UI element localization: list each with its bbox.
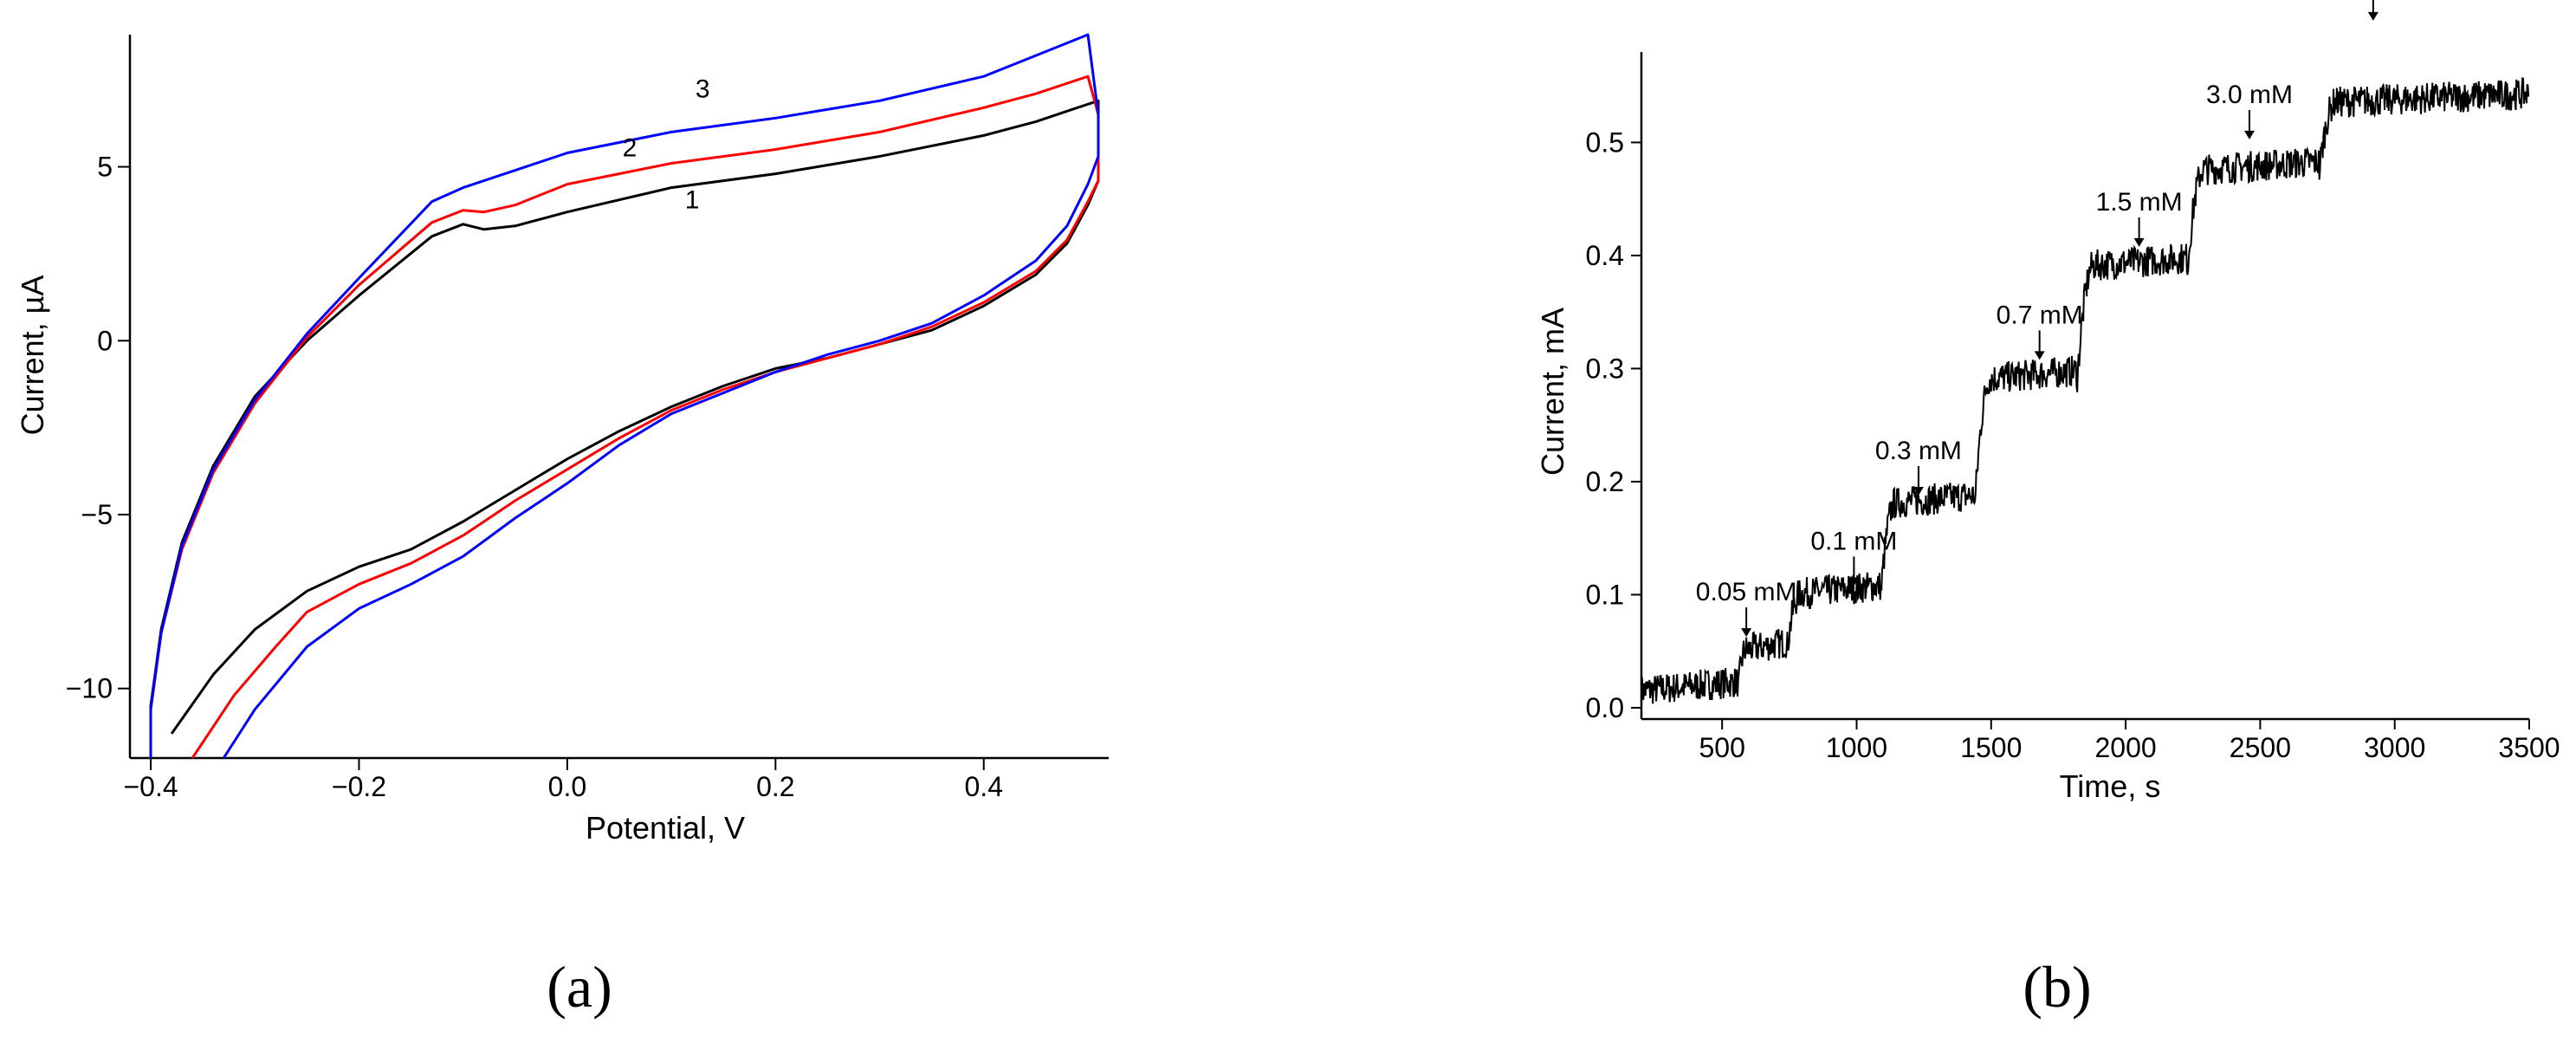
chart-a-x-tick-label: 0.4	[965, 771, 1003, 802]
chart-b-x-tick-label: 1000	[1826, 732, 1887, 763]
chart-b-annotation-arrowhead	[2034, 351, 2045, 360]
chart-b-x-tick-label: 2000	[2094, 732, 2156, 763]
chart-a-series-2-line	[149, 75, 1100, 759]
chart-b-annotation-label: 0.7 mM	[1997, 301, 2083, 329]
chart-b-x-tick-label: 2500	[2230, 732, 2291, 763]
chart-a-series-3-line	[149, 33, 1100, 759]
chart-a-series-2-label: 2	[623, 134, 638, 163]
chart-a-x-tick-label: −0.2	[332, 771, 386, 802]
chart-b-annotation-arrowhead	[1913, 487, 1924, 496]
chart-a-y-tick-label: −10	[66, 673, 113, 704]
chart-b-current-trace	[1641, 77, 2530, 707]
chart-b-x-tick-label: 3500	[2498, 732, 2560, 763]
chart-a-y-tick-label: −5	[81, 499, 113, 530]
chart-a-panel-label: (a)	[547, 954, 612, 1020]
chart-b-annotation-arrowhead	[1741, 628, 1752, 638]
chart-b-y-tick-label: 0.2	[1586, 466, 1624, 497]
chart-a-y-tick-label: 0	[97, 325, 113, 356]
chart-b-annotation-label: 0.3 mM	[1875, 437, 1962, 465]
chart-b-annotations: 0.05 mM0.1 mM0.3 mM0.7 mM1.5 mM3.0 mM6.0…	[1696, 0, 2379, 638]
chart-b-y-tick-label: 0.5	[1586, 126, 1624, 158]
chart-a-series-1-line	[149, 99, 1100, 758]
chart-a-x-tick-label: 0.2	[756, 771, 794, 802]
chart-a-y-tick-label: 5	[97, 152, 113, 183]
chart-a-series-3-label: 3	[696, 75, 710, 103]
chart-a: −0.4 −0.2 0.0 0.2 0.4 −10 −5 0 5 1 2 3 Potential, …	[15, 33, 1109, 1020]
chart-b-ylabel: Current, mA	[1535, 308, 1570, 476]
chart-b-xlabel: Time, s	[2060, 768, 2161, 804]
chart-b-y-tick-label: 0.1	[1586, 579, 1624, 610]
chart-b-y-tick-label: 0.4	[1586, 240, 1624, 271]
chart-b-x-tick-label: 500	[1699, 732, 1744, 763]
chart-b-annotation-arrowhead	[2133, 237, 2145, 247]
chart-b-series	[1641, 77, 2530, 707]
chart-b: 500 1000 1500 2000 2500 3000 3500 0.0 0.1 0.2 0.3 0…	[1535, 0, 2560, 1020]
chart-b-annotation-arrowhead	[2367, 11, 2379, 21]
chart-a-axes: −0.4 −0.2 0.0 0.2 0.4 −10 −5 0 5	[66, 35, 1109, 802]
chart-b-annotation-label: 0.1 mM	[1810, 527, 1897, 555]
chart-b-annotation-label: 1.5 mM	[2096, 188, 2183, 217]
chart-a-series-1-label: 1	[685, 186, 700, 215]
chart-b-annotation-label: 0.05 mM	[1696, 578, 1797, 606]
chart-b-annotation-arrowhead	[2243, 130, 2255, 139]
chart-a-x-tick-label: 0.0	[548, 771, 586, 802]
chart-a-xlabel: Potential, V	[586, 810, 745, 846]
chart-b-annotation-arrowhead	[1848, 577, 1860, 587]
chart-a-x-tick-label: −0.4	[123, 771, 178, 802]
chart-b-annotation-label: 3.0 mM	[2206, 81, 2293, 109]
chart-b-x-tick-label: 1500	[1960, 732, 2022, 763]
chart-a-ylabel: Current, µA	[15, 275, 50, 436]
chart-b-axes: 500 1000 1500 2000 2500 3000 3500 0.0 0.1 0.2 0.3 0…	[1586, 52, 2560, 763]
chart-b-panel-label: (b)	[2023, 954, 2091, 1020]
chart-a-series-labels: 1 2 3	[623, 75, 710, 214]
chart-a-series	[149, 33, 1100, 759]
chart-b-y-tick-label: 0.0	[1586, 692, 1624, 723]
chart-b-y-tick-label: 0.3	[1586, 353, 1624, 384]
chart-b-x-tick-label: 3000	[2364, 732, 2425, 763]
